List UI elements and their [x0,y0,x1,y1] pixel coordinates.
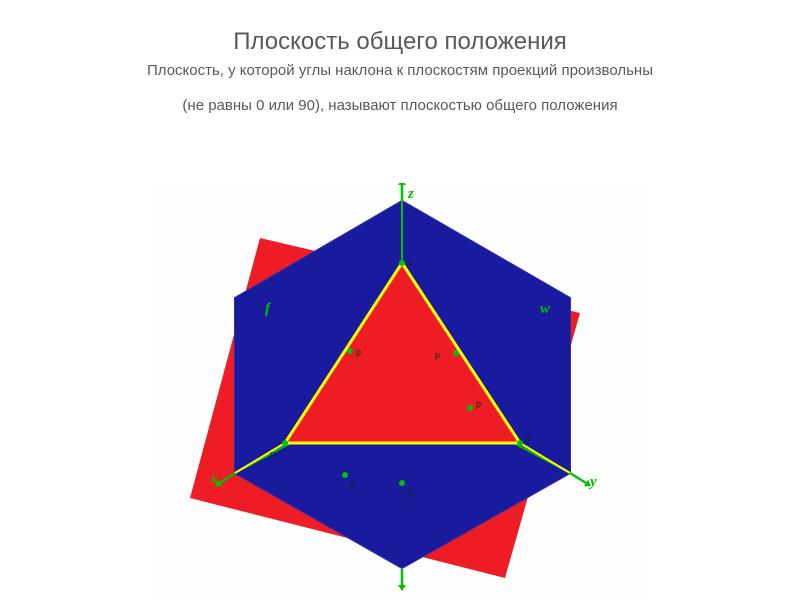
svg-text:p: p [356,347,361,357]
svg-text:p: p [270,449,275,459]
svg-text:y: y [588,474,597,490]
subtitle-line-2: (не равны 0 или 90), называют плоскостью… [0,97,800,114]
svg-text:p: p [408,257,413,267]
svg-text:p: p [408,487,413,497]
page-title: Плоскость общего положения [0,28,800,56]
diagram-svg: zxyfwpppppppp [150,183,650,598]
svg-text:p: p [476,399,481,409]
diagram-plane-general-position: zxyfwpppppppp [150,183,650,598]
svg-text:p: p [350,479,355,489]
svg-text:p: p [435,350,440,360]
subtitle-line-1: Плоскость, у которой углы наклона к плос… [0,62,800,79]
svg-text:z: z [407,186,414,202]
svg-text:p: p [526,433,531,443]
svg-text:x: x [209,471,218,487]
svg-text:w: w [540,301,551,317]
